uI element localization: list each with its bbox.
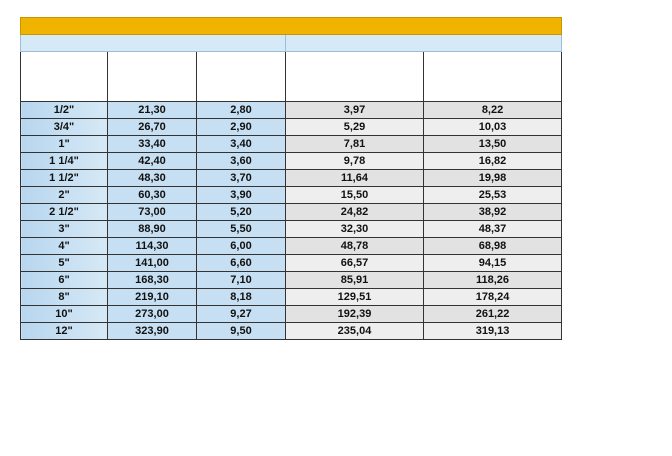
data-row: 3" 88,90 5,50 32,30 48,37 [20, 220, 563, 238]
table-cell: 25,53 [422, 186, 563, 204]
table-cell: 10" [20, 305, 108, 323]
data-row: 5" 141,00 6,60 66,57 94,15 [20, 254, 563, 272]
table-cell: 24,82 [285, 203, 424, 221]
table-cell: 141,00 [107, 254, 197, 272]
table-cell: 7,81 [285, 135, 424, 153]
table-cell: 9,27 [196, 305, 286, 323]
table-cell: 13,50 [422, 135, 563, 153]
table-cell: 219,10 [107, 288, 197, 306]
header-cell [285, 51, 424, 102]
table-cell: 5" [20, 254, 108, 272]
table-cell: 6" [20, 271, 108, 289]
table-cell: 2" [20, 186, 108, 204]
table-cell: 26,70 [107, 118, 197, 136]
table-cell: 32,30 [285, 220, 424, 238]
data-row: 2" 60,30 3,90 15,50 25,53 [20, 186, 563, 204]
table-cell: 66,57 [285, 254, 424, 272]
table-body: 1/2" 21,30 2,80 3,97 8,22 3/4" 26,70 2,90 5,29 10… [19, 17, 563, 340]
table-cell: 38,92 [422, 203, 563, 221]
table-cell: 3,70 [196, 169, 286, 187]
table-sheet: 1/2" 21,30 2,80 3,97 8,22 3/4" 26,70 2,90 5,29 10… [19, 17, 563, 340]
data-row: 8" 219,10 8,18 129,51 178,24 [20, 288, 563, 306]
table-cell: 3" [20, 220, 108, 238]
table-cell: 3,97 [285, 101, 424, 119]
table-cell: 261,22 [422, 305, 563, 323]
table-cell: 2,80 [196, 101, 286, 119]
table-cell: 5,20 [196, 203, 286, 221]
table-cell: 5,29 [285, 118, 424, 136]
table-cell: 178,24 [422, 288, 563, 306]
table-cell: 48,37 [422, 220, 563, 238]
header-cell [422, 51, 563, 102]
data-row: 1 1/4" 42,40 3,60 9,78 16,82 [20, 152, 563, 170]
table-cell: 2 1/2" [20, 203, 108, 221]
table-cell: 1/2" [20, 101, 108, 119]
table-cell: 235,04 [285, 322, 424, 340]
table-cell: 85,91 [285, 271, 424, 289]
table-cell: 2,90 [196, 118, 286, 136]
data-row: 3/4" 26,70 2,90 5,29 10,03 [20, 118, 563, 136]
table-cell: 6,00 [196, 237, 286, 255]
table-cell: 6,60 [196, 254, 286, 272]
table-cell: 7,10 [196, 271, 286, 289]
table-cell: 48,30 [107, 169, 197, 187]
table-cell: 88,90 [107, 220, 197, 238]
table-cell: 68,98 [422, 237, 563, 255]
group-row [20, 34, 563, 52]
table-cell: 11,64 [285, 169, 424, 187]
data-row: 2 1/2" 73,00 5,20 24,82 38,92 [20, 203, 563, 221]
group-cell [20, 34, 286, 52]
table-cell: 4" [20, 237, 108, 255]
table-cell: 10,03 [422, 118, 563, 136]
table-cell: 114,30 [107, 237, 197, 255]
table-cell: 5,50 [196, 220, 286, 238]
table-cell: 42,40 [107, 152, 197, 170]
header-row [20, 51, 563, 102]
table-cell: 19,98 [422, 169, 563, 187]
table-cell: 1" [20, 135, 108, 153]
table-cell: 73,00 [107, 203, 197, 221]
table-cell: 9,50 [196, 322, 286, 340]
data-row: 12" 323,90 9,50 235,04 319,13 [20, 322, 563, 340]
header-cell [196, 51, 286, 102]
table-cell: 8,22 [422, 101, 563, 119]
table-cell: 192,39 [285, 305, 424, 323]
data-row: 4" 114,30 6,00 48,78 68,98 [20, 237, 563, 255]
data-row: 6" 168,30 7,10 85,91 118,26 [20, 271, 563, 289]
table-cell: 16,82 [422, 152, 563, 170]
table-cell: 60,30 [107, 186, 197, 204]
table-cell: 323,90 [107, 322, 197, 340]
table-cell: 1 1/2" [20, 169, 108, 187]
data-row: 10" 273,00 9,27 192,39 261,22 [20, 305, 563, 323]
table-cell: 8" [20, 288, 108, 306]
title-row [19, 17, 563, 35]
title-cell [19, 17, 563, 35]
table-cell: 118,26 [422, 271, 563, 289]
table-cell: 3,60 [196, 152, 286, 170]
table-cell: 3,40 [196, 135, 286, 153]
table-cell: 94,15 [422, 254, 563, 272]
table-cell: 8,18 [196, 288, 286, 306]
data-row: 1/2" 21,30 2,80 3,97 8,22 [20, 101, 563, 119]
table-cell: 9,78 [285, 152, 424, 170]
header-cell [20, 51, 108, 102]
header-cell [107, 51, 197, 102]
data-row: 1 1/2" 48,30 3,70 11,64 19,98 [20, 169, 563, 187]
table-cell: 129,51 [285, 288, 424, 306]
group-cell [284, 34, 563, 52]
table-cell: 33,40 [107, 135, 197, 153]
table-cell: 12" [20, 322, 108, 340]
table-cell: 168,30 [107, 271, 197, 289]
table-cell: 1 1/4" [20, 152, 108, 170]
table-cell: 3,90 [196, 186, 286, 204]
data-row: 1" 33,40 3,40 7,81 13,50 [20, 135, 563, 153]
table-cell: 15,50 [285, 186, 424, 204]
table-cell: 319,13 [422, 322, 563, 340]
table-cell: 21,30 [107, 101, 197, 119]
table-cell: 3/4" [20, 118, 108, 136]
table-cell: 273,00 [107, 305, 197, 323]
pipe-table: 1/2" 21,30 2,80 3,97 8,22 3/4" 26,70 2,90 5,29 10… [19, 17, 563, 340]
table-cell: 48,78 [285, 237, 424, 255]
